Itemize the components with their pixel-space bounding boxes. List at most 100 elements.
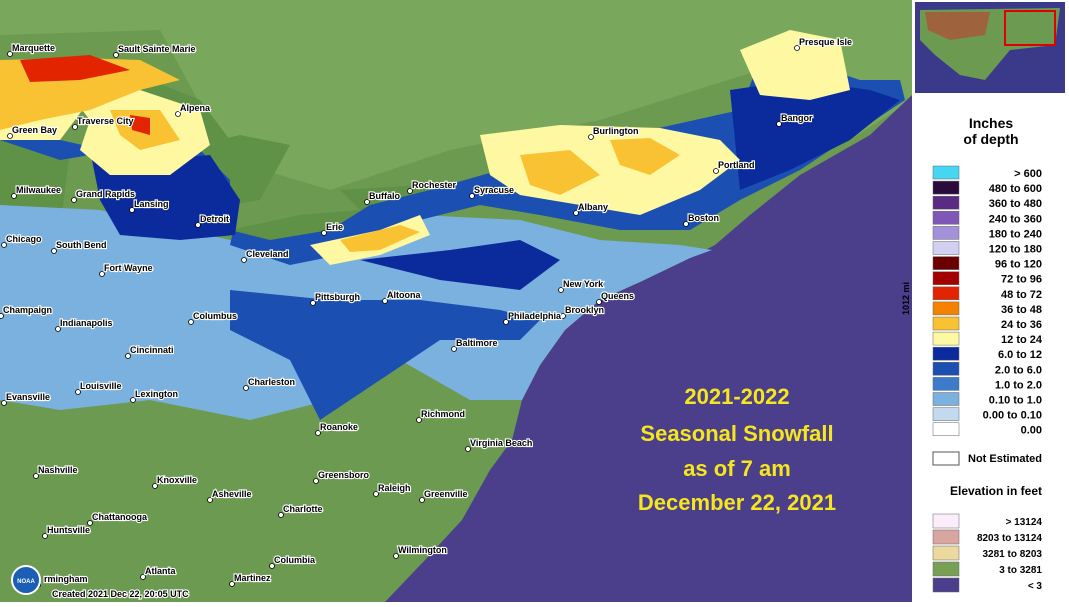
- city-dot: [71, 197, 77, 203]
- legend-title: Inches: [969, 115, 1014, 131]
- city-dot: [451, 346, 457, 352]
- city-dot: [416, 417, 422, 423]
- city-dot: [7, 133, 13, 139]
- city-dot: [188, 319, 194, 325]
- city-label: Nashville: [38, 465, 78, 475]
- city-dot: [113, 52, 119, 58]
- city-dot: [315, 430, 321, 436]
- city-label: Detroit: [200, 214, 229, 224]
- logo: [11, 565, 41, 595]
- legend-label: 1.0 to 2.0: [995, 379, 1042, 391]
- city-label: Baltimore: [456, 338, 498, 348]
- city-label: Richmond: [421, 409, 465, 419]
- city-label: Pittsburgh: [315, 292, 360, 302]
- city-label: Chicago: [6, 234, 42, 244]
- city-dot: [140, 574, 146, 580]
- city-label: Lansing: [134, 199, 169, 209]
- title-line: December 22, 2021: [638, 490, 836, 515]
- city-dot: [7, 51, 13, 57]
- legend-swatch: [932, 407, 960, 421]
- elevation-swatch: [932, 529, 960, 545]
- city-dot: [313, 478, 319, 484]
- city-dot: [0, 313, 4, 319]
- elevation-swatch: [932, 513, 960, 529]
- city-label: Raleigh: [378, 483, 411, 493]
- legend-swatch: [932, 195, 960, 210]
- city-label: Greensboro: [318, 470, 370, 480]
- city-label: Martinez: [234, 573, 271, 583]
- city-dot: [87, 520, 93, 526]
- legend-label: 0.00: [1021, 425, 1042, 437]
- legend-label: 2.0 to 6.0: [995, 364, 1042, 376]
- city-dot: [573, 210, 579, 216]
- legend-swatch: [932, 241, 960, 255]
- city-label: Lexington: [135, 389, 178, 399]
- city-dot: [419, 497, 425, 503]
- city-dot: [99, 271, 105, 277]
- legend-swatch: [932, 256, 960, 270]
- city-label: Champaign: [3, 305, 52, 315]
- city-label: Green Bay: [12, 125, 57, 135]
- city-dot: [393, 553, 399, 559]
- city-dot: [72, 124, 78, 130]
- legend-label: 360 to 480: [989, 198, 1042, 210]
- city-label: Marquette: [12, 43, 55, 53]
- city-dot: [683, 221, 689, 227]
- city-dot: [321, 230, 327, 236]
- city-label: Portland: [718, 160, 755, 170]
- city-dot: [55, 326, 61, 332]
- legend-label: 240 to 360: [989, 213, 1042, 225]
- city-label: Altoona: [387, 290, 421, 300]
- city-label: Sault Sainte Marie: [118, 44, 196, 54]
- legend-swatch: [932, 211, 960, 225]
- city-label: Virginia Beach: [470, 438, 532, 448]
- city-dot: [469, 193, 475, 199]
- city-dot: [794, 45, 800, 51]
- city-label: Albany: [578, 202, 608, 212]
- city-dot: [243, 385, 249, 391]
- city-dot: [241, 257, 247, 263]
- city-label: Philadelphia: [508, 311, 562, 321]
- elevation-label: < 3: [1028, 581, 1043, 592]
- city-label: Brooklyn: [565, 305, 604, 315]
- city-label: Erie: [326, 222, 343, 232]
- city-label: Boston: [688, 213, 719, 223]
- city-dot: [278, 512, 284, 518]
- logo-text: NOAA: [17, 579, 35, 585]
- title-line: 2021-2022: [684, 384, 789, 409]
- elevation-swatch: [932, 561, 960, 577]
- elevation-title: Elevation in feet: [950, 484, 1042, 498]
- city-dot: [125, 353, 131, 359]
- city-label: Chattanooga: [92, 512, 148, 522]
- city-dot: [776, 121, 782, 127]
- legend-swatch: [932, 377, 960, 391]
- legend-swatch: [932, 165, 960, 180]
- legend-swatch: [932, 422, 960, 436]
- city-label: rmingham: [44, 574, 88, 584]
- legend-swatch: [932, 392, 960, 406]
- ocean: [385, 95, 912, 602]
- city-label: Roanoke: [320, 422, 358, 432]
- city-dot: [1, 400, 7, 406]
- legend-label: 12 to 24: [1001, 334, 1043, 346]
- city-dot: [1, 242, 7, 248]
- legend-label: 0.00 to 0.10: [983, 410, 1042, 422]
- legend-label: 180 to 240: [989, 228, 1042, 240]
- city-label: Charleston: [248, 377, 295, 387]
- elevation-swatch: [932, 577, 960, 593]
- legend-label: 96 to 120: [995, 259, 1042, 271]
- city-label: South Bend: [56, 240, 107, 250]
- inset-snow: [925, 12, 990, 40]
- legend-label: 480 to 600: [989, 183, 1042, 195]
- legend-swatch: [932, 316, 960, 331]
- city-dot: [382, 298, 388, 304]
- city-dot: [195, 222, 201, 228]
- title-line: as of 7 am: [683, 456, 791, 481]
- city-dot: [596, 299, 602, 305]
- city-dot: [42, 533, 48, 539]
- city-label: Alpena: [180, 103, 211, 113]
- city-dot: [130, 397, 136, 403]
- snow-48-72: [20, 55, 150, 135]
- legend-label: > 600: [1014, 168, 1042, 180]
